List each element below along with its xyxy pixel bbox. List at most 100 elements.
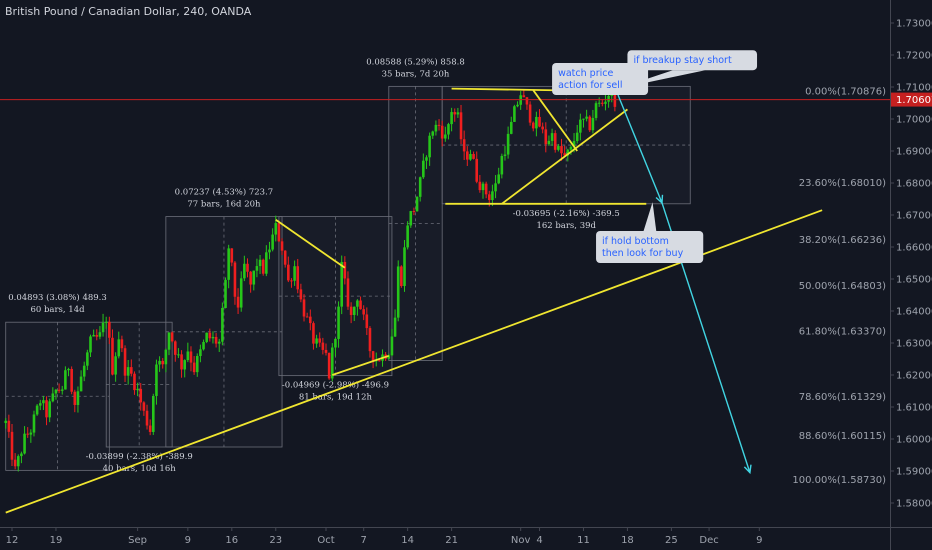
candle: [233, 261, 237, 305]
candle-body: [528, 104, 532, 123]
candle-body: [569, 146, 573, 150]
candle-body: [487, 194, 491, 201]
measure-box-label: 162 bars, 39d: [536, 221, 596, 231]
candle: [362, 305, 365, 321]
note-breakup: if breakup stay short: [618, 50, 758, 89]
candle: [111, 329, 114, 376]
candle-body: [148, 425, 152, 432]
candle: [506, 126, 510, 159]
candle-body: [233, 262, 237, 297]
candle: [550, 128, 554, 146]
time-axis-tick-label: 9: [756, 535, 762, 546]
candle-body: [588, 116, 592, 131]
candle-body: [261, 259, 265, 274]
candle-body: [274, 223, 278, 235]
candle-body: [290, 280, 293, 282]
candle-body: [459, 112, 463, 140]
candle-body: [359, 300, 362, 310]
candle: [497, 167, 500, 185]
candle: [560, 138, 563, 161]
candle: [136, 382, 139, 397]
candle-body: [57, 389, 61, 391]
candle: [108, 316, 111, 344]
candle-body: [513, 106, 516, 122]
fib-level-label: 61.80%(1.63370): [799, 327, 886, 338]
candle: [214, 333, 218, 348]
candle-body: [38, 403, 42, 406]
candle: [70, 366, 73, 395]
time-axis-tick-label: 12: [6, 535, 19, 546]
candle: [406, 221, 409, 250]
candle-body: [114, 356, 117, 375]
candle-body: [403, 247, 406, 287]
candle-body: [13, 459, 17, 467]
candle-body: [579, 119, 582, 133]
short-projection-arrow: [617, 94, 663, 204]
candle: [145, 404, 149, 430]
candle-body: [412, 211, 416, 213]
price-axis-tick-label: 1.66000: [896, 243, 932, 254]
candle: [604, 93, 607, 111]
candle-body: [503, 154, 507, 156]
candle: [334, 338, 337, 357]
chart-title: British Pound / Canadian Dollar, 240, OA…: [5, 5, 252, 18]
candle: [535, 111, 538, 137]
callout-box: [627, 50, 758, 71]
candle-body: [437, 124, 441, 126]
candle-body: [205, 332, 208, 342]
candle: [126, 359, 130, 385]
candle-body: [582, 118, 585, 120]
candle-body: [497, 174, 500, 184]
measure-box-label: 0.08588 (5.29%) 858.8: [366, 56, 465, 67]
candle-body: [120, 339, 124, 349]
candle-body: [305, 316, 309, 318]
candle: [494, 175, 497, 199]
candle-body: [293, 266, 296, 281]
candle-body: [538, 116, 541, 127]
time-axis-tick-label: 25: [665, 535, 678, 546]
candle-body: [450, 112, 453, 125]
candle-body: [531, 122, 535, 129]
candle-body: [89, 336, 92, 353]
candle-body: [550, 133, 554, 141]
candle: [500, 153, 504, 179]
candle: [513, 104, 516, 122]
candle-body: [145, 410, 149, 426]
candle-body: [173, 341, 177, 355]
candle: [35, 404, 39, 416]
candle-body: [29, 432, 33, 435]
candle: [531, 121, 535, 132]
candle: [89, 334, 92, 358]
candle-body: [365, 314, 369, 329]
candle-body: [180, 354, 183, 370]
candle-body: [51, 393, 55, 402]
candle-body: [337, 306, 340, 339]
candle-body: [440, 125, 444, 139]
candle-body: [509, 121, 513, 134]
candle: [38, 399, 42, 411]
candle: [95, 329, 99, 341]
candle: [522, 90, 526, 98]
candle-body: [330, 347, 334, 379]
candle: [158, 356, 161, 372]
candle: [29, 429, 33, 443]
candle-body: [189, 351, 193, 363]
candle: [309, 309, 312, 331]
candle-body: [506, 133, 510, 155]
candle: [98, 326, 102, 340]
candle-body: [425, 157, 428, 161]
candle: [528, 101, 532, 126]
time-axis-tick-label: 14: [401, 535, 414, 546]
candle: [607, 94, 610, 108]
candle-body: [92, 335, 95, 337]
candle-body: [195, 356, 199, 373]
candle-body: [585, 116, 588, 119]
candle-body: [126, 367, 130, 376]
candle-body: [221, 307, 224, 342]
candle-body: [340, 261, 343, 307]
candle: [469, 149, 472, 161]
candle: [16, 454, 20, 472]
candle-body: [400, 266, 403, 287]
